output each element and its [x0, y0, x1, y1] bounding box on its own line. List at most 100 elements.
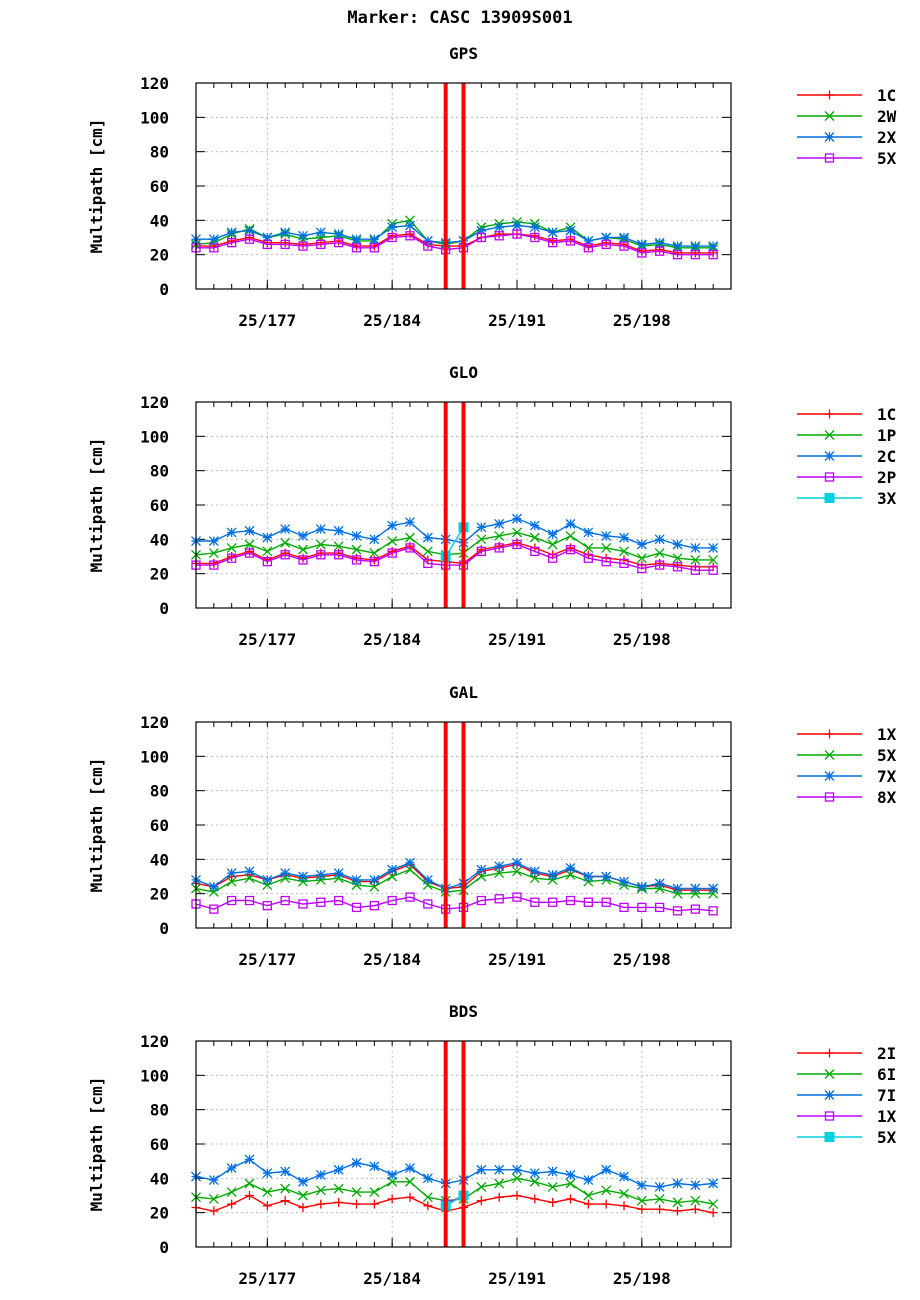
data-point: [565, 225, 576, 236]
data-point: [690, 1204, 700, 1214]
data-point: [208, 536, 219, 547]
data-point: [672, 1178, 683, 1189]
data-point: [423, 1201, 433, 1211]
series-line: [195, 219, 714, 249]
data-point: [405, 1192, 415, 1202]
data-point: [529, 1176, 540, 1187]
data-point: [708, 554, 719, 565]
legend-marker: [824, 1090, 835, 1100]
gal-chart-title: GAL: [449, 683, 478, 702]
data-point: [708, 1178, 719, 1189]
y-axis-label: Multipath [cm]: [87, 1077, 106, 1212]
data-point: [244, 539, 255, 550]
data-point: [280, 1183, 291, 1194]
data-point: [708, 565, 718, 575]
data-point: [369, 1161, 380, 1172]
data-point: [494, 231, 504, 241]
data-point: [530, 231, 540, 241]
data-point: [708, 1199, 719, 1210]
data-point: [690, 565, 700, 575]
data-point: [583, 1190, 594, 1201]
data-point: [655, 560, 665, 570]
x-tick-label: 25/184: [363, 311, 421, 330]
data-point: [226, 542, 237, 553]
data-point: [245, 546, 254, 556]
glo-series-2c: [191, 513, 719, 553]
data-point: [316, 238, 326, 248]
series-line: [196, 233, 714, 256]
data-point: [547, 869, 558, 880]
figure-title: Marker: CASC 13909S001: [347, 8, 573, 28]
y-axis-label: Multipath [cm]: [87, 119, 106, 254]
data-point: [387, 222, 398, 233]
legend-marker: [824, 792, 835, 802]
data-point: [548, 1197, 558, 1207]
glo-series-1p: [191, 527, 719, 565]
y-tick-label: 60: [150, 177, 169, 196]
data-point: [280, 550, 290, 560]
legend-label: 5X: [877, 149, 897, 168]
data-point: [262, 239, 272, 250]
data-point: [547, 227, 558, 238]
data-point: [636, 539, 647, 550]
data-point: [690, 1180, 701, 1191]
legend-label: 5X: [877, 1128, 897, 1147]
data-point: [226, 868, 237, 879]
data-point: [369, 234, 380, 245]
y-axis-label: Multipath [cm]: [87, 438, 106, 573]
data-point: [672, 250, 683, 260]
data-point: [547, 539, 558, 550]
legend-label: 1P: [877, 426, 896, 445]
series-line: [195, 1158, 714, 1188]
x-tick-label: 25/184: [363, 950, 421, 969]
data-point: [654, 534, 665, 545]
data-point: [226, 527, 237, 538]
data-point: [351, 874, 362, 885]
y-tick-label: 100: [140, 108, 169, 127]
data-point: [316, 897, 326, 907]
y-tick-label: 0: [159, 599, 169, 618]
gps-chart-panel: GPS 0 20 40 60 80 100 120 25/177 25/184 25/191 25/1…: [87, 44, 897, 330]
data-point: [494, 894, 504, 904]
bds-series-7i: [191, 1154, 719, 1192]
data-point: [708, 883, 719, 894]
data-point: [244, 548, 255, 558]
data-point: [690, 554, 701, 565]
data-point: [298, 1190, 308, 1201]
x-tick-label: 25/177: [238, 630, 296, 649]
data-point: [244, 866, 255, 877]
data-point: [422, 532, 433, 543]
data-point: [494, 222, 505, 233]
data-point: [351, 1157, 362, 1168]
data-point: [334, 548, 344, 558]
y-axis-label: Multipath [cm]: [87, 758, 106, 893]
data-point: [369, 874, 380, 885]
data-point: [494, 1164, 505, 1175]
legend-marker: [825, 409, 834, 419]
data-point: [244, 225, 255, 236]
data-point: [244, 234, 255, 244]
legend-label: 8X: [877, 788, 897, 807]
data-point: [512, 1191, 522, 1200]
data-point: [547, 529, 558, 540]
data-point: [298, 239, 308, 249]
data-point: [298, 553, 308, 563]
legend-label: 3X: [877, 489, 897, 508]
y-tick-label: 80: [150, 462, 169, 481]
data-point: [369, 901, 379, 911]
data-point: [387, 548, 397, 558]
data-point: [333, 525, 344, 536]
data-point: [352, 1199, 361, 1209]
data-point: [619, 902, 629, 913]
data-point: [565, 518, 576, 529]
data-point: [601, 871, 612, 882]
data-point: [209, 560, 219, 570]
data-point: [636, 239, 647, 250]
data-point: [708, 1208, 718, 1218]
data-point: [405, 1176, 415, 1187]
data-point: [280, 239, 290, 250]
data-point: [422, 874, 433, 885]
data-point: [298, 1203, 308, 1213]
x-tick-label: 25/177: [238, 311, 296, 330]
data-point: [333, 868, 344, 879]
